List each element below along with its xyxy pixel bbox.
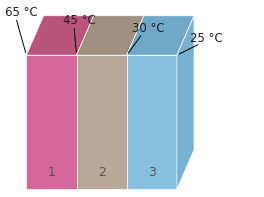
Text: 30 °C: 30 °C (132, 22, 165, 35)
Polygon shape (77, 55, 127, 189)
Polygon shape (77, 16, 144, 55)
Text: 65 °C: 65 °C (5, 6, 38, 19)
Polygon shape (26, 16, 94, 55)
Polygon shape (127, 55, 177, 189)
Text: 45 °C: 45 °C (63, 14, 96, 27)
Polygon shape (26, 55, 77, 189)
Text: 25 °C: 25 °C (190, 32, 223, 45)
Text: 3: 3 (148, 166, 156, 179)
Polygon shape (177, 16, 194, 189)
Text: 1: 1 (48, 166, 55, 179)
Polygon shape (127, 16, 194, 55)
Text: 2: 2 (98, 166, 106, 179)
